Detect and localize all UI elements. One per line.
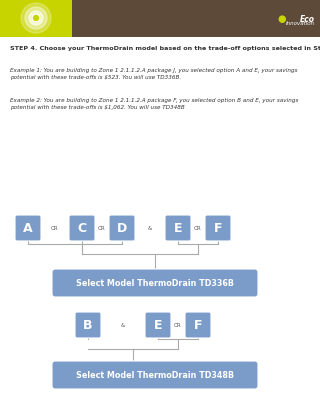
Circle shape — [21, 4, 51, 34]
Circle shape — [34, 17, 38, 21]
Text: F: F — [214, 222, 222, 235]
Text: Select Model ThermoDrain TD336B: Select Model ThermoDrain TD336B — [76, 279, 234, 288]
Text: E: E — [174, 222, 182, 235]
Text: ●: ● — [278, 14, 286, 24]
Text: A: A — [23, 222, 33, 235]
Text: D: D — [117, 222, 127, 235]
FancyBboxPatch shape — [109, 216, 135, 242]
FancyBboxPatch shape — [52, 361, 258, 389]
Text: Example 2: You are building to Zone 1 2.1.1.2.A package F, you selected option B: Example 2: You are building to Zone 1 2.… — [10, 98, 298, 109]
Circle shape — [29, 12, 43, 26]
Text: F: F — [194, 319, 202, 332]
Text: Eco: Eco — [300, 14, 315, 24]
Text: &: & — [121, 323, 125, 328]
Text: Example 1: You are building to Zone 1 2.1.1.2.A package J, you selected option A: Example 1: You are building to Zone 1 2.… — [10, 68, 298, 79]
Text: Select Model ThermoDrain TD348B: Select Model ThermoDrain TD348B — [76, 370, 234, 380]
Text: OR: OR — [98, 226, 106, 231]
Text: E: E — [154, 319, 162, 332]
Text: B: B — [83, 319, 93, 332]
FancyBboxPatch shape — [15, 216, 41, 242]
FancyBboxPatch shape — [0, 0, 320, 38]
FancyBboxPatch shape — [75, 312, 101, 338]
FancyBboxPatch shape — [0, 0, 72, 38]
FancyBboxPatch shape — [69, 216, 95, 242]
FancyBboxPatch shape — [145, 312, 171, 338]
Circle shape — [25, 8, 47, 30]
Text: STEP 4. Choose your ThermoDrain model based on the trade-off options selected in: STEP 4. Choose your ThermoDrain model ba… — [10, 46, 320, 51]
FancyBboxPatch shape — [52, 269, 258, 297]
Circle shape — [33, 15, 39, 22]
Text: OR: OR — [174, 323, 182, 328]
Text: OR: OR — [51, 226, 59, 231]
FancyBboxPatch shape — [185, 312, 211, 338]
Text: OR: OR — [194, 226, 202, 231]
Text: C: C — [77, 222, 87, 235]
FancyBboxPatch shape — [165, 216, 191, 242]
Text: &: & — [148, 226, 152, 231]
FancyBboxPatch shape — [205, 216, 231, 242]
Text: Innovation: Innovation — [286, 21, 315, 26]
